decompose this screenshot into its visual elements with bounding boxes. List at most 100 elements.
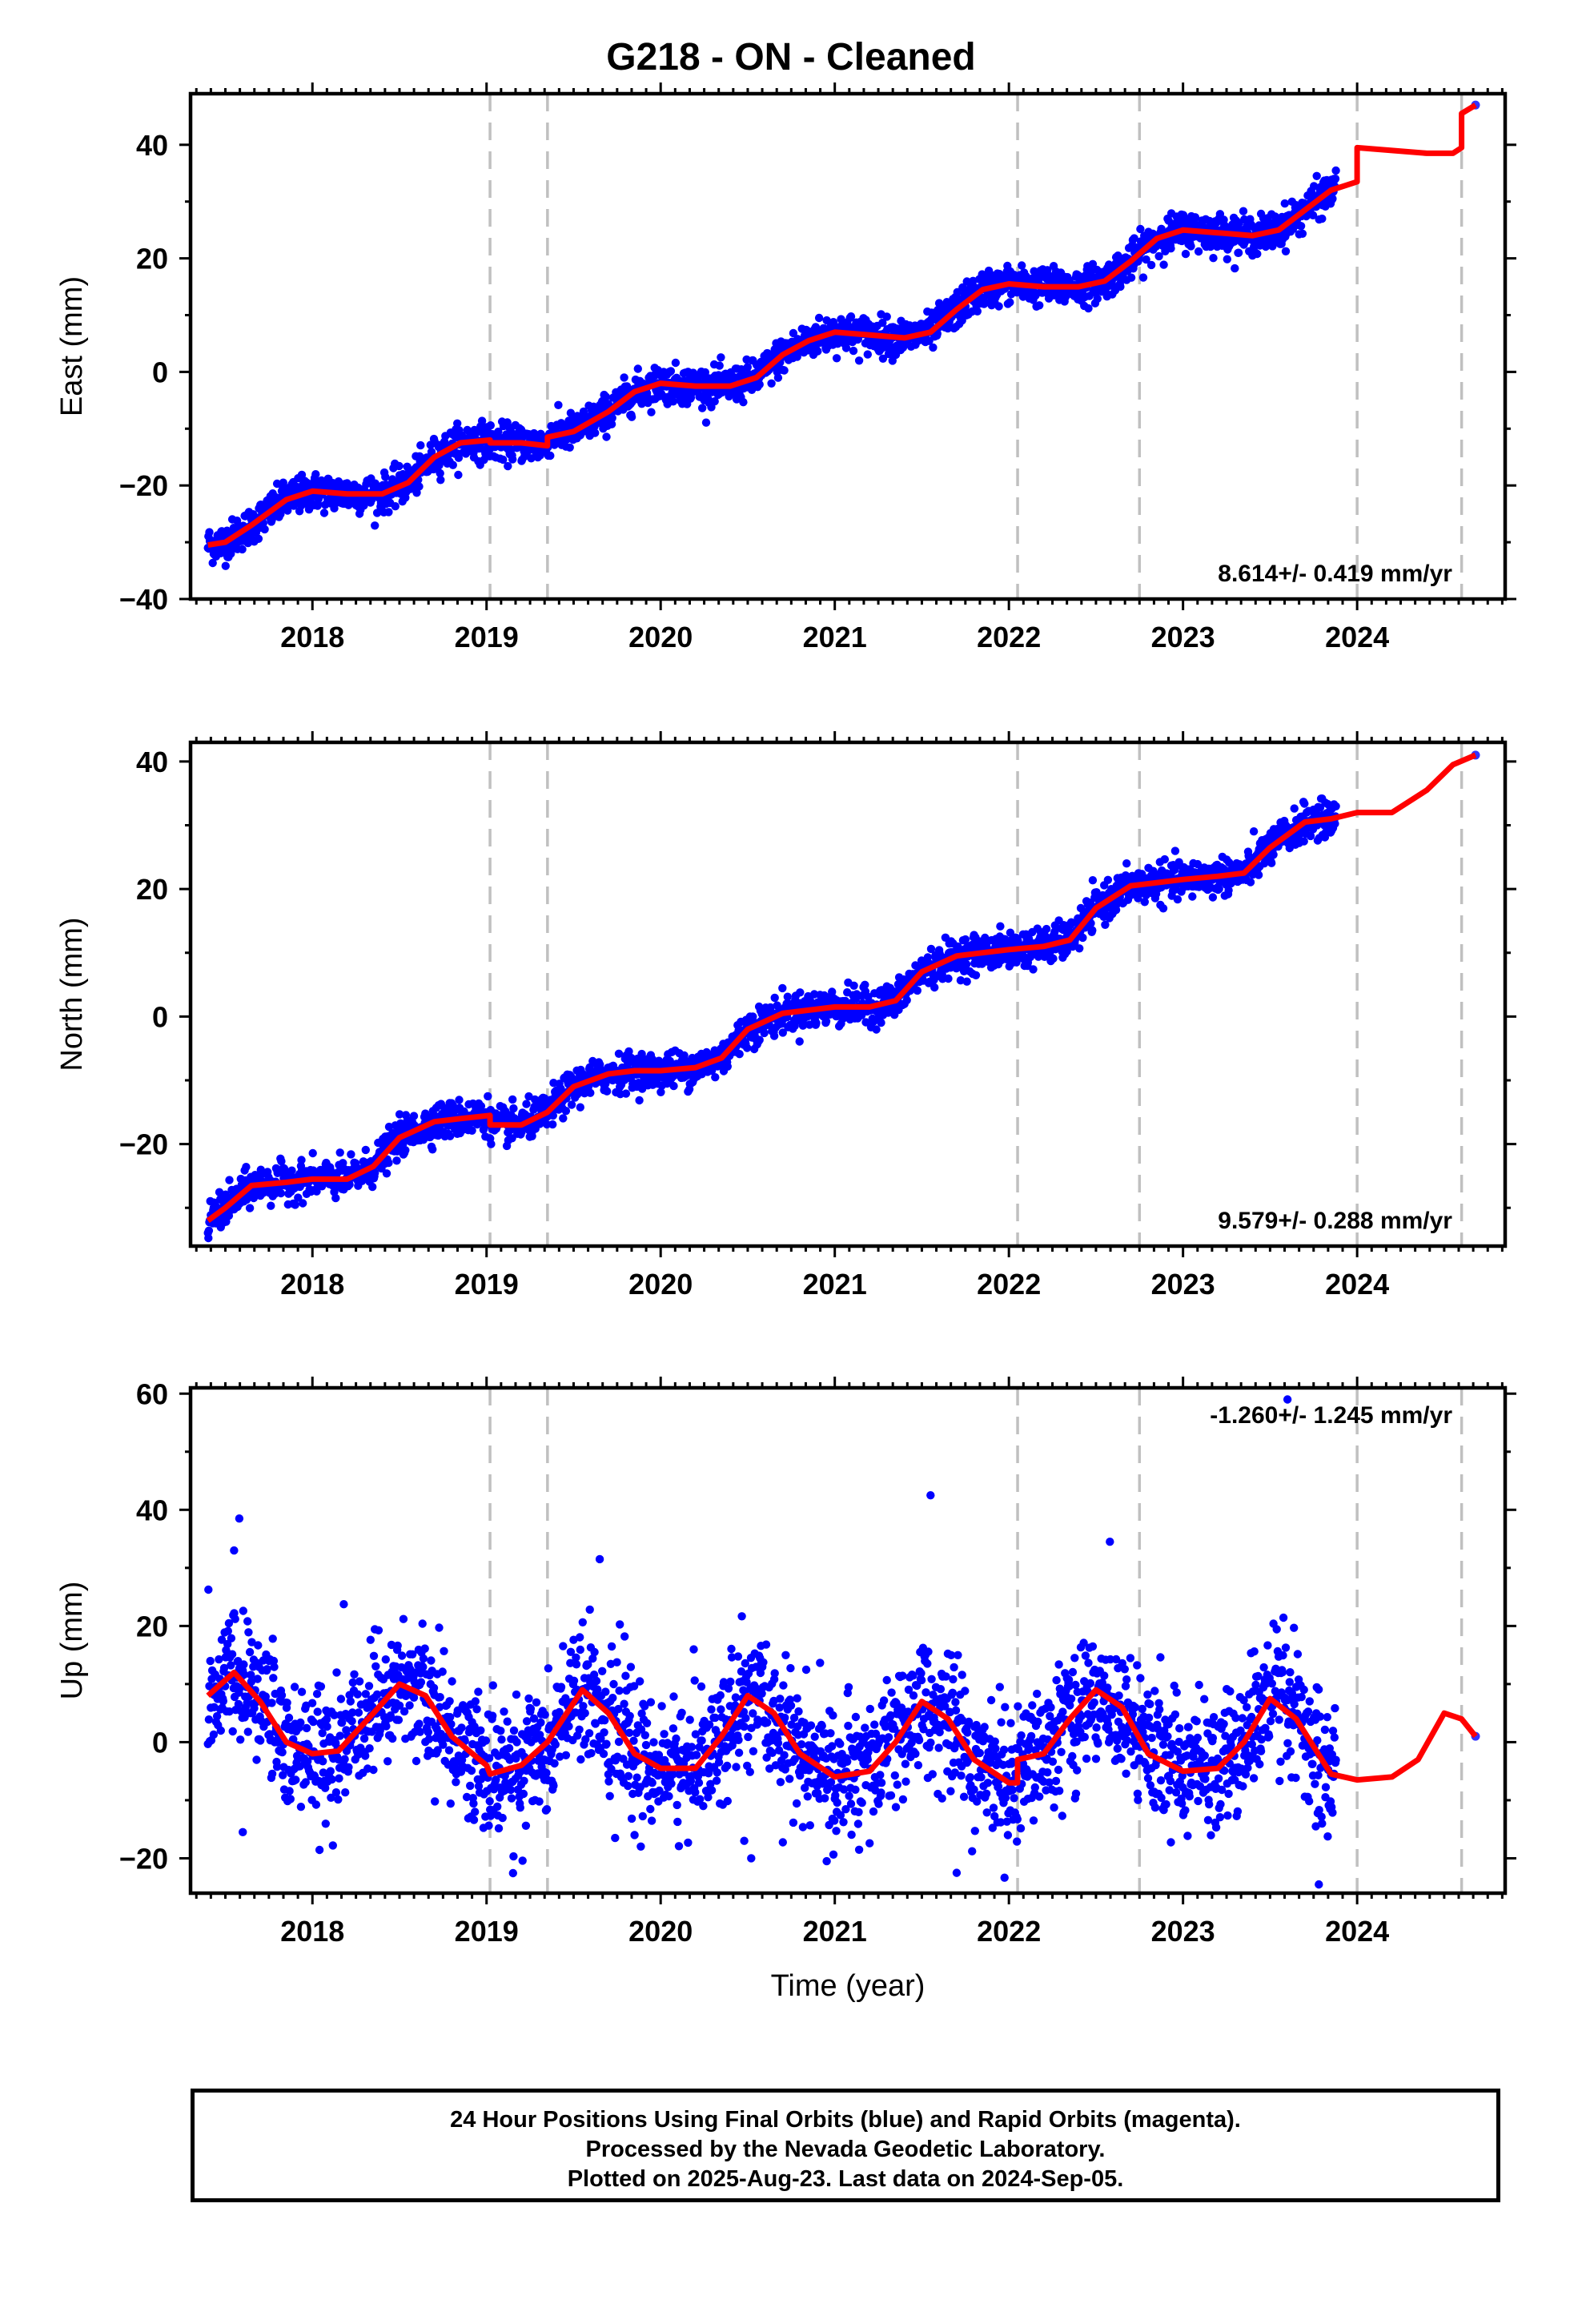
data-point: [620, 373, 628, 382]
data-point: [524, 1092, 533, 1101]
data-point: [448, 460, 457, 469]
data-point: [930, 983, 939, 992]
data-point: [294, 1193, 303, 1202]
data-point: [276, 509, 285, 519]
data-point: [607, 420, 616, 428]
chart-title: G218 - ON - Cleaned: [606, 36, 976, 78]
data-point: [767, 379, 776, 388]
data-point: [287, 1166, 296, 1175]
north-panel: 2018 2019 2020 2021 2022 2023 2024−2002040Nort…: [55, 731, 1516, 1301]
data-point: [1088, 259, 1098, 268]
data-point: [283, 506, 292, 515]
east-plot-frame: [188, 91, 1508, 601]
data-point: [276, 1188, 286, 1198]
data-point: [1103, 875, 1113, 885]
data-point: [743, 1043, 752, 1052]
data-point: [973, 307, 982, 316]
data-point: [621, 1089, 631, 1098]
data-point: [795, 1037, 804, 1046]
data-point: [872, 1025, 881, 1034]
data-point: [1122, 859, 1131, 868]
data-point: [627, 412, 636, 421]
data-point: [384, 508, 393, 517]
data-point: [1331, 802, 1340, 810]
data-point: [487, 1140, 496, 1148]
data-point: [614, 1049, 624, 1059]
x-tick-label: 2023: [1151, 621, 1215, 653]
east-model-curve: [207, 103, 1477, 549]
data-point: [624, 1047, 633, 1056]
data-point: [1191, 213, 1200, 222]
x-tick-label: 2019: [455, 621, 519, 653]
data-point: [311, 470, 320, 479]
data-point: [1331, 175, 1340, 183]
data-point: [1088, 876, 1098, 885]
data-point: [1130, 234, 1138, 243]
data-point: [715, 361, 724, 370]
gps-time-series-plots: 2018 2019 2020 2021 2022 2023 2024−40−2002040E…: [55, 82, 1516, 2003]
x-tick-label: 2024: [1325, 621, 1389, 653]
data-point: [468, 1126, 476, 1136]
data-point: [602, 432, 611, 441]
data-point: [277, 1156, 286, 1166]
data-point: [556, 1084, 565, 1093]
data-point: [1299, 837, 1308, 846]
data-point: [1075, 944, 1084, 953]
data-point: [359, 501, 368, 510]
data-point: [1194, 247, 1203, 256]
data-point: [455, 1096, 464, 1104]
data-point: [821, 1017, 831, 1026]
data-point: [494, 427, 503, 436]
data-point: [382, 1169, 391, 1178]
data-point: [401, 1146, 410, 1155]
data-point: [863, 350, 873, 359]
data-point: [371, 1168, 379, 1177]
data-point: [793, 352, 801, 361]
data-point: [669, 397, 678, 406]
data-point: [1159, 260, 1168, 269]
data-point: [1267, 858, 1276, 867]
data-point: [260, 525, 269, 534]
data-point: [971, 971, 981, 980]
data-point: [943, 324, 953, 333]
data-point: [666, 367, 676, 376]
data-point: [308, 1148, 317, 1158]
data-point: [929, 343, 938, 352]
data-point: [878, 354, 888, 363]
y-tick-label: 0: [152, 356, 168, 388]
data-point: [409, 1112, 419, 1120]
data-point: [832, 354, 841, 363]
data-point: [208, 558, 217, 568]
data-point: [669, 1081, 678, 1091]
data-point: [1138, 273, 1148, 282]
data-point: [1022, 271, 1030, 281]
data-point: [1280, 199, 1290, 208]
data-point: [979, 300, 989, 308]
data-point: [780, 366, 789, 375]
data-point: [1006, 298, 1014, 307]
y-tick-label: 20: [136, 243, 168, 275]
data-point: [1018, 261, 1026, 270]
data-point: [799, 1020, 809, 1029]
data-point: [994, 302, 1003, 311]
data-point: [854, 356, 864, 365]
data-point: [339, 1159, 347, 1168]
data-point: [773, 373, 783, 382]
data-point: [846, 312, 856, 321]
data-point: [225, 1176, 234, 1184]
data-point: [454, 470, 463, 480]
data-point: [1084, 304, 1093, 313]
data-point: [436, 468, 444, 478]
east-rate-label: 8.614+/- 0.419 mm/yr: [1218, 561, 1452, 587]
data-point: [1173, 895, 1182, 904]
data-point: [347, 1150, 355, 1159]
data-point: [1116, 282, 1125, 292]
data-point: [395, 461, 404, 471]
data-point: [238, 545, 247, 554]
data-point: [528, 1132, 536, 1141]
data-point: [361, 1145, 370, 1155]
data-point: [1209, 254, 1218, 263]
data-point: [698, 404, 707, 412]
data-point: [701, 418, 711, 427]
data-point: [546, 451, 555, 460]
